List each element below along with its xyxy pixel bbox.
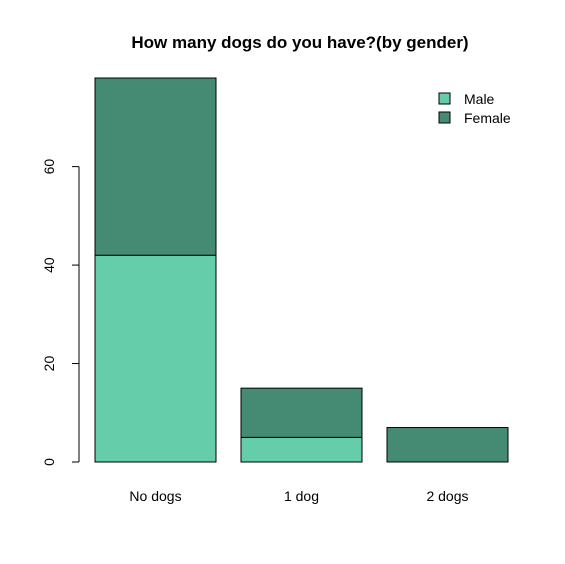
y-axis: 0 20 40 60 bbox=[41, 159, 80, 466]
legend: Male Female bbox=[438, 91, 511, 126]
legend-swatch-male bbox=[438, 92, 451, 105]
x-label-1-dog: 1 dog bbox=[284, 488, 319, 504]
y-tick-label-0: 0 bbox=[41, 458, 57, 466]
bar-1-dog-female bbox=[240, 387, 363, 438]
bar-no-dogs-male bbox=[94, 254, 217, 463]
y-tick-label-20: 20 bbox=[41, 356, 57, 372]
x-axis-labels: No dogs 1 dog 2 dogs bbox=[129, 488, 468, 504]
x-label-no-dogs: No dogs bbox=[129, 488, 181, 504]
legend-label-female: Female bbox=[464, 110, 511, 126]
y-tick-label-40: 40 bbox=[41, 257, 57, 273]
y-tick-label-60: 60 bbox=[41, 159, 57, 175]
bars-group bbox=[94, 77, 509, 463]
x-label-2-dogs: 2 dogs bbox=[426, 488, 468, 504]
bar-no-dogs-female bbox=[94, 77, 217, 256]
bar-2-dogs-female bbox=[386, 427, 509, 463]
bar-1-dog-male bbox=[240, 436, 363, 463]
chart-title: How many dogs do you have?(by gender) bbox=[131, 33, 468, 52]
legend-label-male: Male bbox=[464, 91, 495, 107]
legend-swatch-female bbox=[438, 111, 451, 124]
